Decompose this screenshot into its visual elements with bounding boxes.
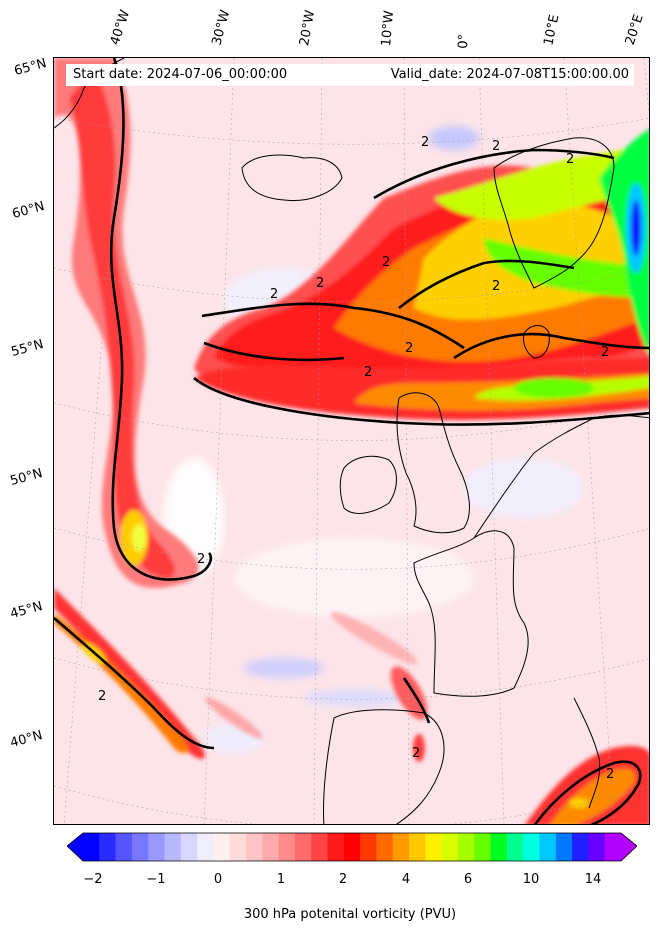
colorbar-segment [474,833,492,861]
contour-label: 2 [492,279,500,294]
pv-2-contour-labels: 2 2 2 2 2 2 2 2 2 2 2 2 2 2 [98,135,614,782]
colorbar-segment [197,833,214,861]
colorbar-outline [67,832,637,862]
lat-label-40n: 40°N [8,728,45,751]
contour-label: 2 [382,255,390,270]
colorbar-segment [506,833,524,861]
colorbar-segment [490,833,508,861]
colorbar-extend-low [67,833,83,861]
pv-2-contour [54,58,649,824]
colorbar-segment [523,833,540,861]
pv-jet-south [194,358,649,420]
colorbar-tick: 1 [276,872,286,887]
lon-label-20w: 20°W [297,9,319,48]
contour-label: 2 [197,552,205,567]
colorbar-tick: −2 [83,872,103,887]
contour-label: 2 [421,135,429,150]
colorbar-segment [343,833,361,861]
contour-label: 2 [412,746,420,761]
lon-label-10w: 10°W [379,9,398,47]
ireland-coast [339,455,397,514]
pv-streaks-south [205,612,428,762]
colorbar-segment [131,833,149,861]
map-panel: 2 2 2 2 2 2 2 2 2 2 2 2 2 2 [53,57,650,825]
scandinavia-coast [493,137,615,289]
greenland-coast [54,58,125,129]
colorbar-segment [539,833,557,861]
france-coast [413,530,529,697]
colorbar-segment [572,833,589,861]
colorbar-segment [392,833,410,861]
colorbar-tick: 0 [213,872,223,887]
lon-label-40w: 40°W [107,8,134,47]
colorbar-tick: 10 [522,872,540,887]
colorbar-segment [327,833,345,861]
colorbar-segment [441,833,459,861]
contour-label: 2 [566,152,574,167]
contour-label: 2 [270,287,278,302]
colorbar-segment [115,833,133,861]
colorbar [67,832,637,862]
colorbar-extend-high [621,833,637,861]
start-date-label: Start date: 2024-07-06_00:00:00 [73,67,288,82]
italy-coast [573,697,601,809]
contour-label: 2 [405,341,413,356]
colorbar-segment [555,833,573,861]
britain-coast [396,392,470,534]
colorbar-segment [294,833,312,861]
colorbar-segment [148,833,166,861]
denmark-coast [523,325,550,359]
colorbar-segments [83,833,622,861]
colorbar-segment [83,833,100,861]
colorbar-segment [213,833,231,861]
colorbar-segment [604,833,622,861]
colorbar-segment [229,833,247,861]
valid-date-label: Valid_date: 2024-07-08T15:00:00.00 [390,67,629,82]
contour-label: 2 [364,365,372,380]
lon-label-20e: 20°E [622,12,647,48]
colorbar-tick: 4 [401,872,411,887]
colorbar-tick: 6 [463,872,473,887]
iberia-coast [322,709,445,824]
colorbar-label: 300 hPa potenital vorticity (PVU) [243,907,457,922]
pv-field-map: 2 2 2 2 2 2 2 2 2 2 2 2 2 2 [54,58,649,824]
lat-label-55n: 55°N [9,337,46,360]
colorbar-segment [311,833,329,861]
iceland-coast [241,154,343,202]
colorbar-segment [262,833,280,861]
pv-jet-north [194,129,649,405]
colorbar-segment [376,833,394,861]
lat-label-50n: 50°N [8,466,45,489]
colorbar-tick: −1 [146,872,166,887]
colorbar-segment [99,833,117,861]
lon-label-0: 0° [456,33,472,49]
colorbar-segment [588,833,606,861]
info-bar: Start date: 2024-07-06_00:00:00 Valid_da… [66,64,634,86]
lon-label-10e: 10°E [541,13,563,48]
lat-label-60n: 60°N [10,199,47,222]
colorbar-segment [360,833,377,861]
colorbar-segment [246,833,263,861]
colorbar-tick: 14 [584,872,602,887]
colorbar-segment [425,833,443,861]
contour-label: 2 [601,345,609,360]
lat-label-65n: 65°N [12,56,49,79]
pv-streamer-west [54,58,199,588]
colorbar-tick: 2 [338,872,348,887]
colorbar-segment [409,833,426,861]
colorbar-segment [180,833,198,861]
lat-label-45n: 45°N [8,599,45,622]
contour-label: 2 [492,139,500,154]
lon-label-30w: 30°W [209,8,234,47]
colorbar-segment [164,833,182,861]
contour-label: 2 [98,689,106,704]
graticule [54,58,649,824]
contour-label: 2 [606,767,614,782]
colorbar-segment [278,833,296,861]
contour-label: 2 [316,276,324,291]
colorbar-segment [457,833,475,861]
